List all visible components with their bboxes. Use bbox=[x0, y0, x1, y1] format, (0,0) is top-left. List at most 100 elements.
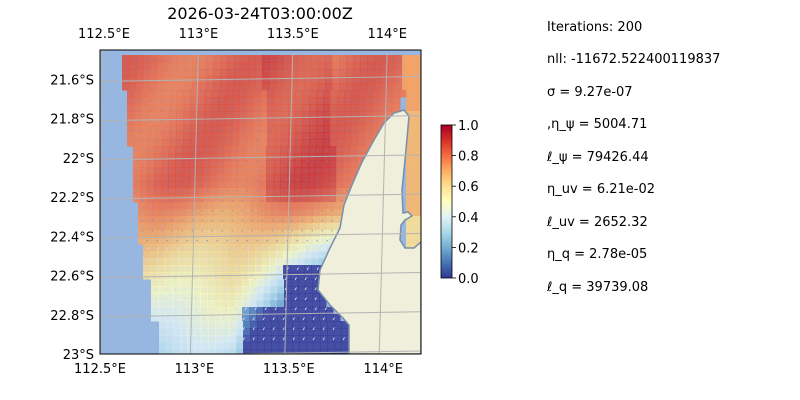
field-cell bbox=[294, 160, 302, 168]
field-cell bbox=[165, 293, 173, 301]
field-cell bbox=[302, 111, 310, 119]
field-cell bbox=[204, 132, 212, 140]
field-cell bbox=[290, 55, 298, 63]
quiver-arrow bbox=[276, 257, 279, 261]
field-cell bbox=[313, 335, 321, 343]
field-cell bbox=[185, 83, 193, 91]
field-cell bbox=[197, 97, 205, 105]
field-cell bbox=[220, 251, 228, 259]
field-cell bbox=[122, 76, 130, 84]
field-cell bbox=[221, 279, 229, 287]
field-cell bbox=[313, 209, 321, 217]
field-cell bbox=[133, 160, 141, 168]
field-cell bbox=[193, 314, 201, 322]
field-cell bbox=[278, 216, 286, 224]
parallel-line bbox=[100, 115, 421, 122]
field-cell bbox=[150, 62, 158, 70]
field-cell bbox=[315, 146, 323, 154]
quiver-arrow bbox=[292, 337, 295, 341]
quiver-arrow bbox=[146, 247, 149, 251]
field-cell bbox=[283, 69, 291, 77]
field-cell bbox=[162, 104, 170, 112]
field-cell bbox=[253, 132, 261, 140]
field-cell bbox=[183, 111, 191, 119]
field-cell bbox=[337, 118, 345, 126]
field-cell bbox=[306, 230, 314, 238]
field-cell bbox=[187, 216, 195, 224]
field-cell bbox=[271, 216, 279, 224]
quiver-arrow bbox=[156, 267, 159, 271]
field-cell bbox=[381, 69, 389, 77]
field-cell bbox=[329, 188, 337, 196]
field-cell bbox=[229, 216, 237, 224]
field-cell bbox=[169, 97, 177, 105]
quiver-arrow bbox=[202, 337, 205, 341]
quiver-arrow bbox=[166, 267, 169, 271]
field-cell bbox=[154, 174, 162, 182]
field-cell bbox=[222, 202, 230, 210]
field-cell bbox=[269, 76, 277, 84]
field-cell bbox=[264, 209, 272, 217]
field-cell bbox=[406, 160, 414, 168]
quiver-arrow bbox=[194, 297, 197, 301]
field-cell bbox=[276, 265, 284, 273]
field-cell bbox=[249, 279, 257, 287]
field-cell bbox=[285, 328, 293, 336]
field-cell bbox=[297, 83, 305, 91]
field-cell bbox=[315, 174, 323, 182]
field-cell bbox=[311, 251, 319, 259]
field-cell bbox=[173, 321, 181, 329]
field-cell bbox=[400, 90, 408, 98]
quiver-arrow bbox=[332, 337, 335, 341]
field-cell bbox=[210, 174, 218, 182]
field-cell bbox=[173, 223, 181, 231]
field-cell bbox=[290, 76, 298, 84]
field-cell bbox=[262, 83, 270, 91]
field-cell bbox=[364, 146, 372, 154]
field-cell bbox=[197, 90, 205, 98]
field-cell bbox=[238, 181, 246, 189]
field-cell bbox=[320, 328, 328, 336]
quiver-arrow bbox=[222, 337, 225, 341]
quiver-arrow bbox=[304, 287, 307, 291]
field-cell bbox=[327, 209, 335, 217]
field-cell bbox=[213, 62, 221, 70]
field-cell bbox=[367, 69, 375, 77]
field-cell bbox=[379, 104, 387, 112]
field-cell bbox=[259, 181, 267, 189]
field-cell bbox=[179, 314, 187, 322]
field-cell bbox=[169, 111, 177, 119]
x-tick-label-top: 114°E bbox=[367, 27, 407, 42]
field-cell bbox=[267, 90, 275, 98]
field-cell bbox=[306, 335, 314, 343]
field-cell bbox=[285, 342, 293, 350]
field-cell bbox=[316, 125, 324, 133]
field-cell bbox=[196, 188, 204, 196]
field-cell bbox=[176, 111, 184, 119]
field-cell bbox=[169, 132, 177, 140]
field-cell bbox=[154, 160, 162, 168]
field-cell bbox=[222, 328, 230, 336]
field-cell bbox=[295, 104, 303, 112]
field-cell bbox=[178, 62, 186, 70]
field-cell bbox=[133, 174, 141, 182]
field-cell bbox=[171, 62, 179, 70]
field-cell bbox=[155, 118, 163, 126]
field-cell bbox=[262, 55, 270, 63]
field-cell bbox=[360, 83, 368, 91]
field-cell bbox=[189, 174, 197, 182]
field-cell bbox=[309, 132, 317, 140]
field-cell bbox=[166, 342, 174, 350]
field-cell bbox=[162, 118, 170, 126]
field-cell bbox=[276, 251, 284, 259]
field-cell bbox=[253, 111, 261, 119]
field-cell bbox=[194, 335, 202, 343]
field-cell bbox=[178, 265, 186, 273]
field-cell bbox=[141, 139, 149, 147]
field-cell bbox=[236, 237, 244, 245]
field-cell bbox=[406, 188, 414, 196]
field-cell bbox=[365, 139, 373, 147]
field-cell bbox=[182, 146, 190, 154]
field-cell bbox=[138, 202, 146, 210]
field-cell bbox=[301, 146, 309, 154]
